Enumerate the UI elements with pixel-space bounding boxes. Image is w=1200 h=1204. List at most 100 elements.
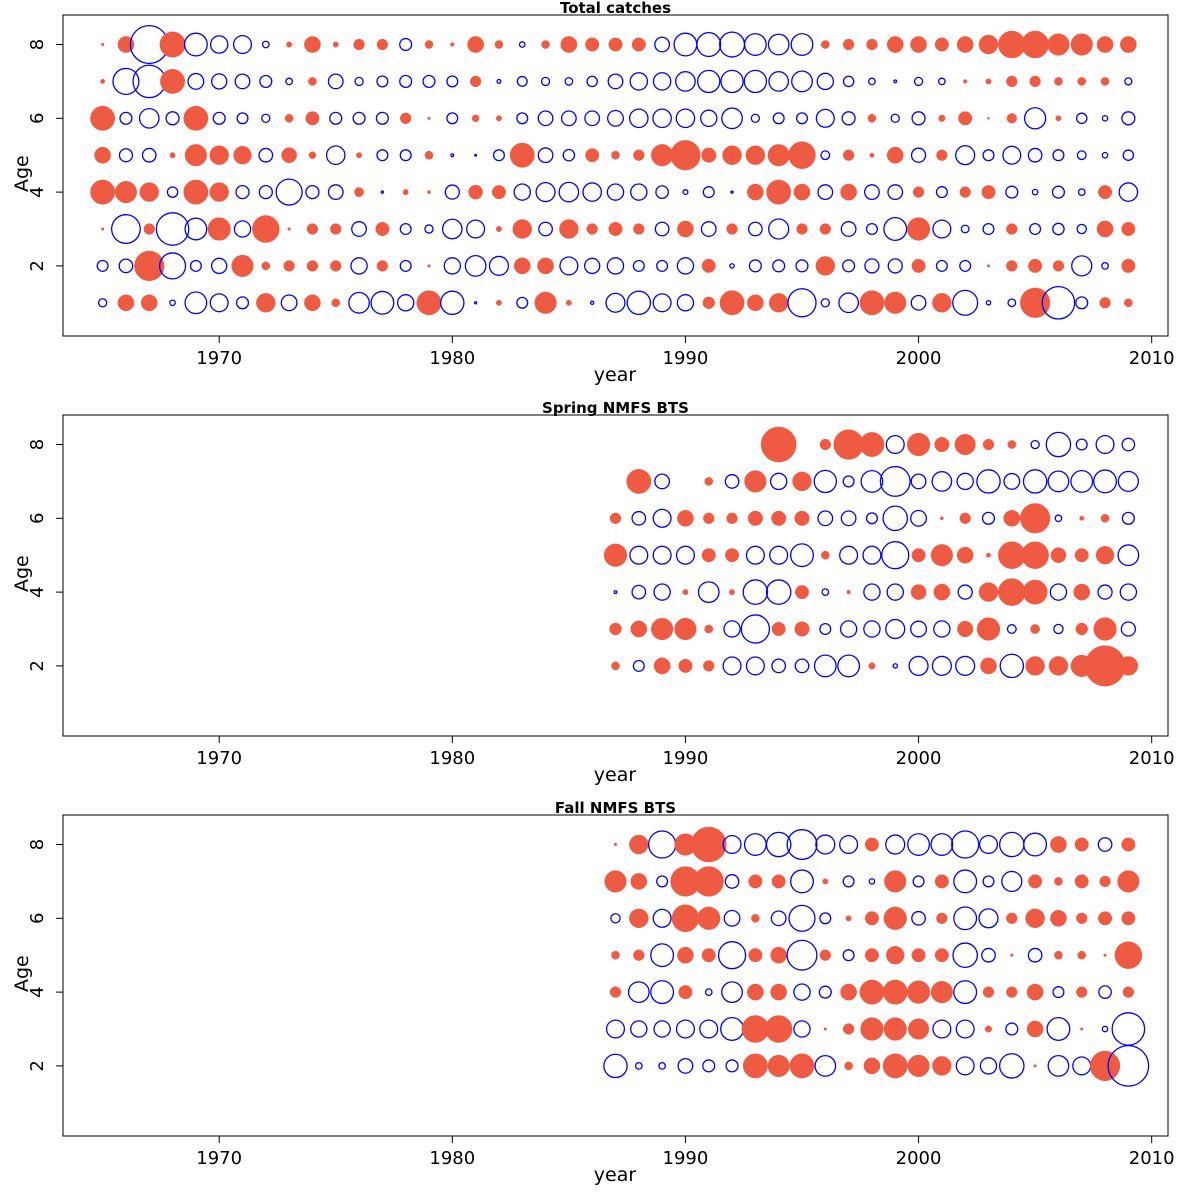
bubble-negative [560, 110, 577, 127]
bubble-negative [327, 184, 344, 201]
bubble-positive [788, 141, 816, 169]
bubble-positive [633, 949, 645, 961]
y-tick-label: 6 [27, 113, 48, 124]
bubble-positive [308, 151, 317, 159]
bubble-positive [912, 186, 925, 198]
bubble-positive [910, 584, 927, 600]
bubble-positive [471, 114, 480, 123]
bubble-negative [446, 75, 459, 88]
bubble-negative [910, 473, 927, 490]
panel-3: Fall NMFS BTS 1970 1980 1990 2000 2010 year 2 4 6… [11, 799, 1175, 1186]
bubble-positive [509, 142, 535, 168]
bubble-negative [610, 913, 621, 924]
bubble-negative [817, 184, 834, 201]
bubble-positive [1080, 1027, 1084, 1031]
bubble-negative [795, 112, 809, 125]
bubble-negative [840, 510, 857, 527]
bubble-positive [304, 294, 321, 312]
bubble-negative [887, 258, 903, 274]
bubble-positive [978, 582, 999, 602]
bubble-positive [833, 429, 864, 460]
bubble-positive [682, 589, 689, 596]
bubble-negative [652, 72, 672, 91]
bubble-positive [468, 184, 483, 200]
bubble-negative [675, 71, 696, 92]
bubble-negative [559, 256, 579, 276]
bubble-positive [957, 620, 974, 638]
bubble-positive [427, 264, 431, 268]
bubble-positive [630, 873, 648, 890]
bubble-positive [911, 258, 926, 273]
bubble-negative [882, 505, 909, 532]
bubble-positive [1100, 77, 1110, 86]
bubble-positive [160, 69, 185, 94]
bubble-negative [955, 1056, 975, 1076]
bubble-negative [516, 75, 528, 87]
bubble-positive [330, 260, 342, 272]
bubble-positive [1079, 515, 1085, 521]
bubble-negative [743, 833, 767, 856]
bubble-positive [726, 512, 738, 524]
bubble-positive [427, 190, 431, 194]
bubble-positive [932, 1056, 952, 1076]
bubble-negative [911, 111, 926, 126]
bubble-positive [751, 914, 760, 923]
bubble-negative [788, 904, 816, 932]
bubble-positive [231, 254, 254, 277]
bubble-negative [235, 184, 250, 200]
bubble-negative [768, 218, 790, 240]
bubble-negative [976, 469, 1001, 494]
bubble-negative [119, 111, 133, 125]
bubble-negative [518, 41, 526, 48]
bubble-positive [821, 40, 830, 49]
bubble-positive [882, 979, 908, 1005]
bubble-positive [534, 291, 557, 314]
bubble-positive [284, 114, 294, 123]
bubble-negative [786, 829, 818, 861]
bubble-positive [677, 220, 694, 238]
bubble-negative [740, 614, 771, 644]
bubble-negative [1097, 837, 1113, 852]
bubble-negative [676, 294, 695, 312]
bubble-positive [252, 215, 280, 243]
bubble-positive [934, 874, 949, 889]
x-tick-label: 1980 [429, 748, 475, 769]
bubble-negative [1006, 624, 1017, 634]
x-tick-label: 2010 [1129, 748, 1175, 769]
bubble-negative [606, 183, 625, 201]
bubble-positive [907, 1054, 930, 1077]
bubble-negative [1052, 222, 1065, 236]
bubble-negative [910, 509, 928, 527]
bubble-negative [765, 831, 792, 858]
bubble-negative [745, 545, 765, 565]
bubble-negative [165, 111, 180, 126]
bubble-positive [767, 1054, 790, 1077]
bubble-negative [158, 252, 187, 280]
y-tick-label: 4 [27, 586, 48, 597]
bubble-negative [656, 259, 669, 272]
bubble-negative [982, 222, 995, 236]
bubble-negative [787, 288, 817, 318]
bubble-positive [863, 1057, 881, 1075]
bubble-negative [868, 77, 876, 86]
bubble-positive [1006, 75, 1018, 88]
panel-2: Spring NMFS BTS 1970 1980 1990 2000 2010 year 2… [11, 399, 1175, 786]
bubble-positive [1052, 260, 1065, 272]
bubble-positive [633, 223, 645, 235]
bubble-negative [654, 36, 671, 53]
bubble-positive [886, 36, 904, 53]
bubble-positive [1006, 986, 1018, 998]
bubble-positive [982, 986, 995, 998]
bubble-negative [169, 299, 176, 307]
bubble-negative [352, 111, 366, 125]
bubble-negative [702, 1059, 716, 1073]
bubble-positive [884, 291, 907, 314]
bubble-negative [235, 296, 250, 310]
bubble-positive [859, 290, 885, 316]
bubble-negative [722, 656, 742, 676]
bubble-positive [771, 622, 786, 636]
bubble-positive [1010, 953, 1014, 957]
bubble-negative [817, 510, 834, 527]
bubble-positive [819, 438, 831, 451]
bubble-positive [703, 660, 715, 672]
